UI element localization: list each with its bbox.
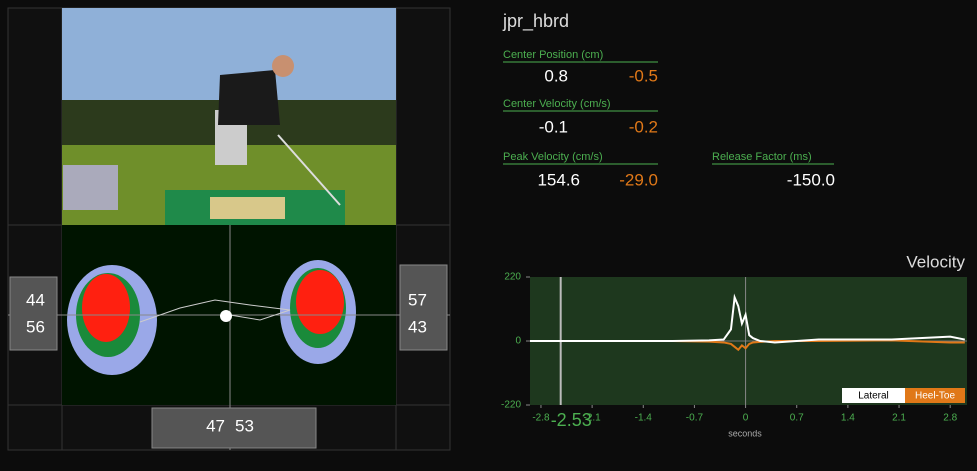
x-tick-label: 2.1 bbox=[892, 413, 906, 424]
player-name: jpr_hbrd bbox=[502, 11, 569, 32]
weight-left-bottom: 56 bbox=[26, 317, 45, 336]
metric-value: -0.5 bbox=[629, 66, 658, 85]
metric-label: Center Velocity (cm/s) bbox=[503, 98, 611, 110]
x-tick-label: -1.4 bbox=[635, 413, 653, 424]
x-tick-label: 1.4 bbox=[841, 413, 855, 424]
split-box bbox=[152, 408, 316, 448]
page: 44 56 57 43 47 53 jpr_hbrd Center Positi… bbox=[0, 0, 977, 471]
left-panel: 44 56 57 43 47 53 bbox=[8, 8, 450, 450]
y-tick-label: 220 bbox=[504, 272, 521, 283]
metric-value: -150.0 bbox=[787, 170, 835, 189]
left-foot-peak bbox=[82, 274, 130, 342]
metric-label: Release Factor (ms) bbox=[712, 151, 812, 163]
cart bbox=[63, 165, 118, 210]
x-tick-label: -2.8 bbox=[532, 413, 550, 424]
x-axis-label: seconds bbox=[728, 428, 762, 438]
weight-right-bottom: 43 bbox=[408, 317, 427, 336]
split-right: 53 bbox=[235, 416, 254, 435]
metric-label: Center Position (cm) bbox=[503, 49, 603, 61]
right-foot-peak bbox=[296, 270, 344, 334]
metric-value: -0.1 bbox=[539, 117, 568, 136]
head bbox=[272, 55, 294, 77]
screen: 44 56 57 43 47 53 jpr_hbrd Center Positi… bbox=[0, 0, 977, 471]
center-dot bbox=[220, 310, 232, 322]
metric-value: 0.8 bbox=[544, 66, 568, 85]
legend-label: Heel-Toe bbox=[915, 391, 955, 402]
weight-box bbox=[10, 277, 57, 350]
metric-value: -29.0 bbox=[619, 170, 658, 189]
x-tick-label: 0 bbox=[743, 413, 749, 424]
x-tick-label: 2.8 bbox=[943, 413, 957, 424]
y-tick-label: 0 bbox=[515, 336, 521, 347]
board bbox=[210, 197, 285, 219]
x-tick-label: -0.7 bbox=[686, 413, 704, 424]
golfer bbox=[218, 70, 280, 125]
legend-label: Lateral bbox=[858, 391, 889, 402]
video-frame bbox=[62, 8, 396, 225]
x-tick-label: 0.7 bbox=[790, 413, 804, 424]
metric-value: -0.2 bbox=[629, 117, 658, 136]
weight-right-top: 57 bbox=[408, 290, 427, 309]
metric-value: 154.6 bbox=[537, 170, 580, 189]
split-left: 47 bbox=[206, 416, 225, 435]
weight-left-top: 44 bbox=[26, 290, 45, 309]
metric-label: Peak Velocity (cm/s) bbox=[503, 151, 603, 163]
cursor-label: -2.53 bbox=[551, 410, 592, 430]
y-tick-label: -220 bbox=[501, 400, 521, 411]
chart-title: Velocity bbox=[906, 252, 965, 271]
